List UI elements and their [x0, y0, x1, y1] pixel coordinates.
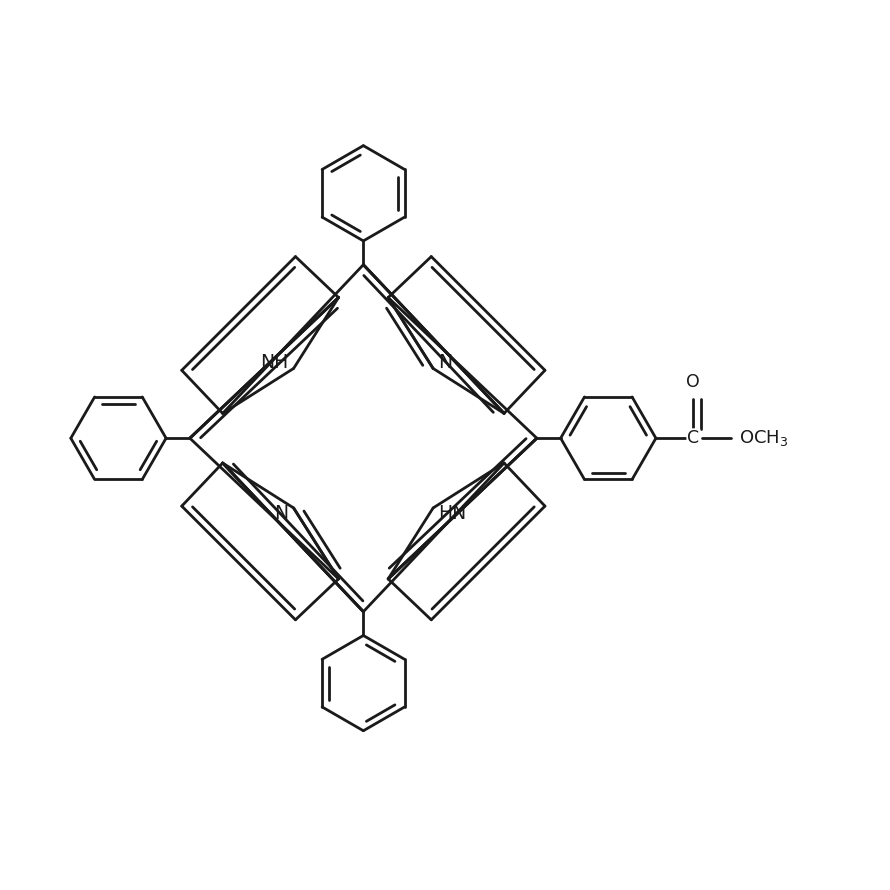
- Text: N: N: [439, 353, 453, 373]
- Text: HN: HN: [439, 504, 467, 523]
- Text: O: O: [686, 374, 700, 392]
- Text: C: C: [687, 429, 700, 447]
- Text: N: N: [274, 504, 288, 523]
- Text: NH: NH: [260, 353, 288, 373]
- Text: OCH$_3$: OCH$_3$: [739, 428, 789, 449]
